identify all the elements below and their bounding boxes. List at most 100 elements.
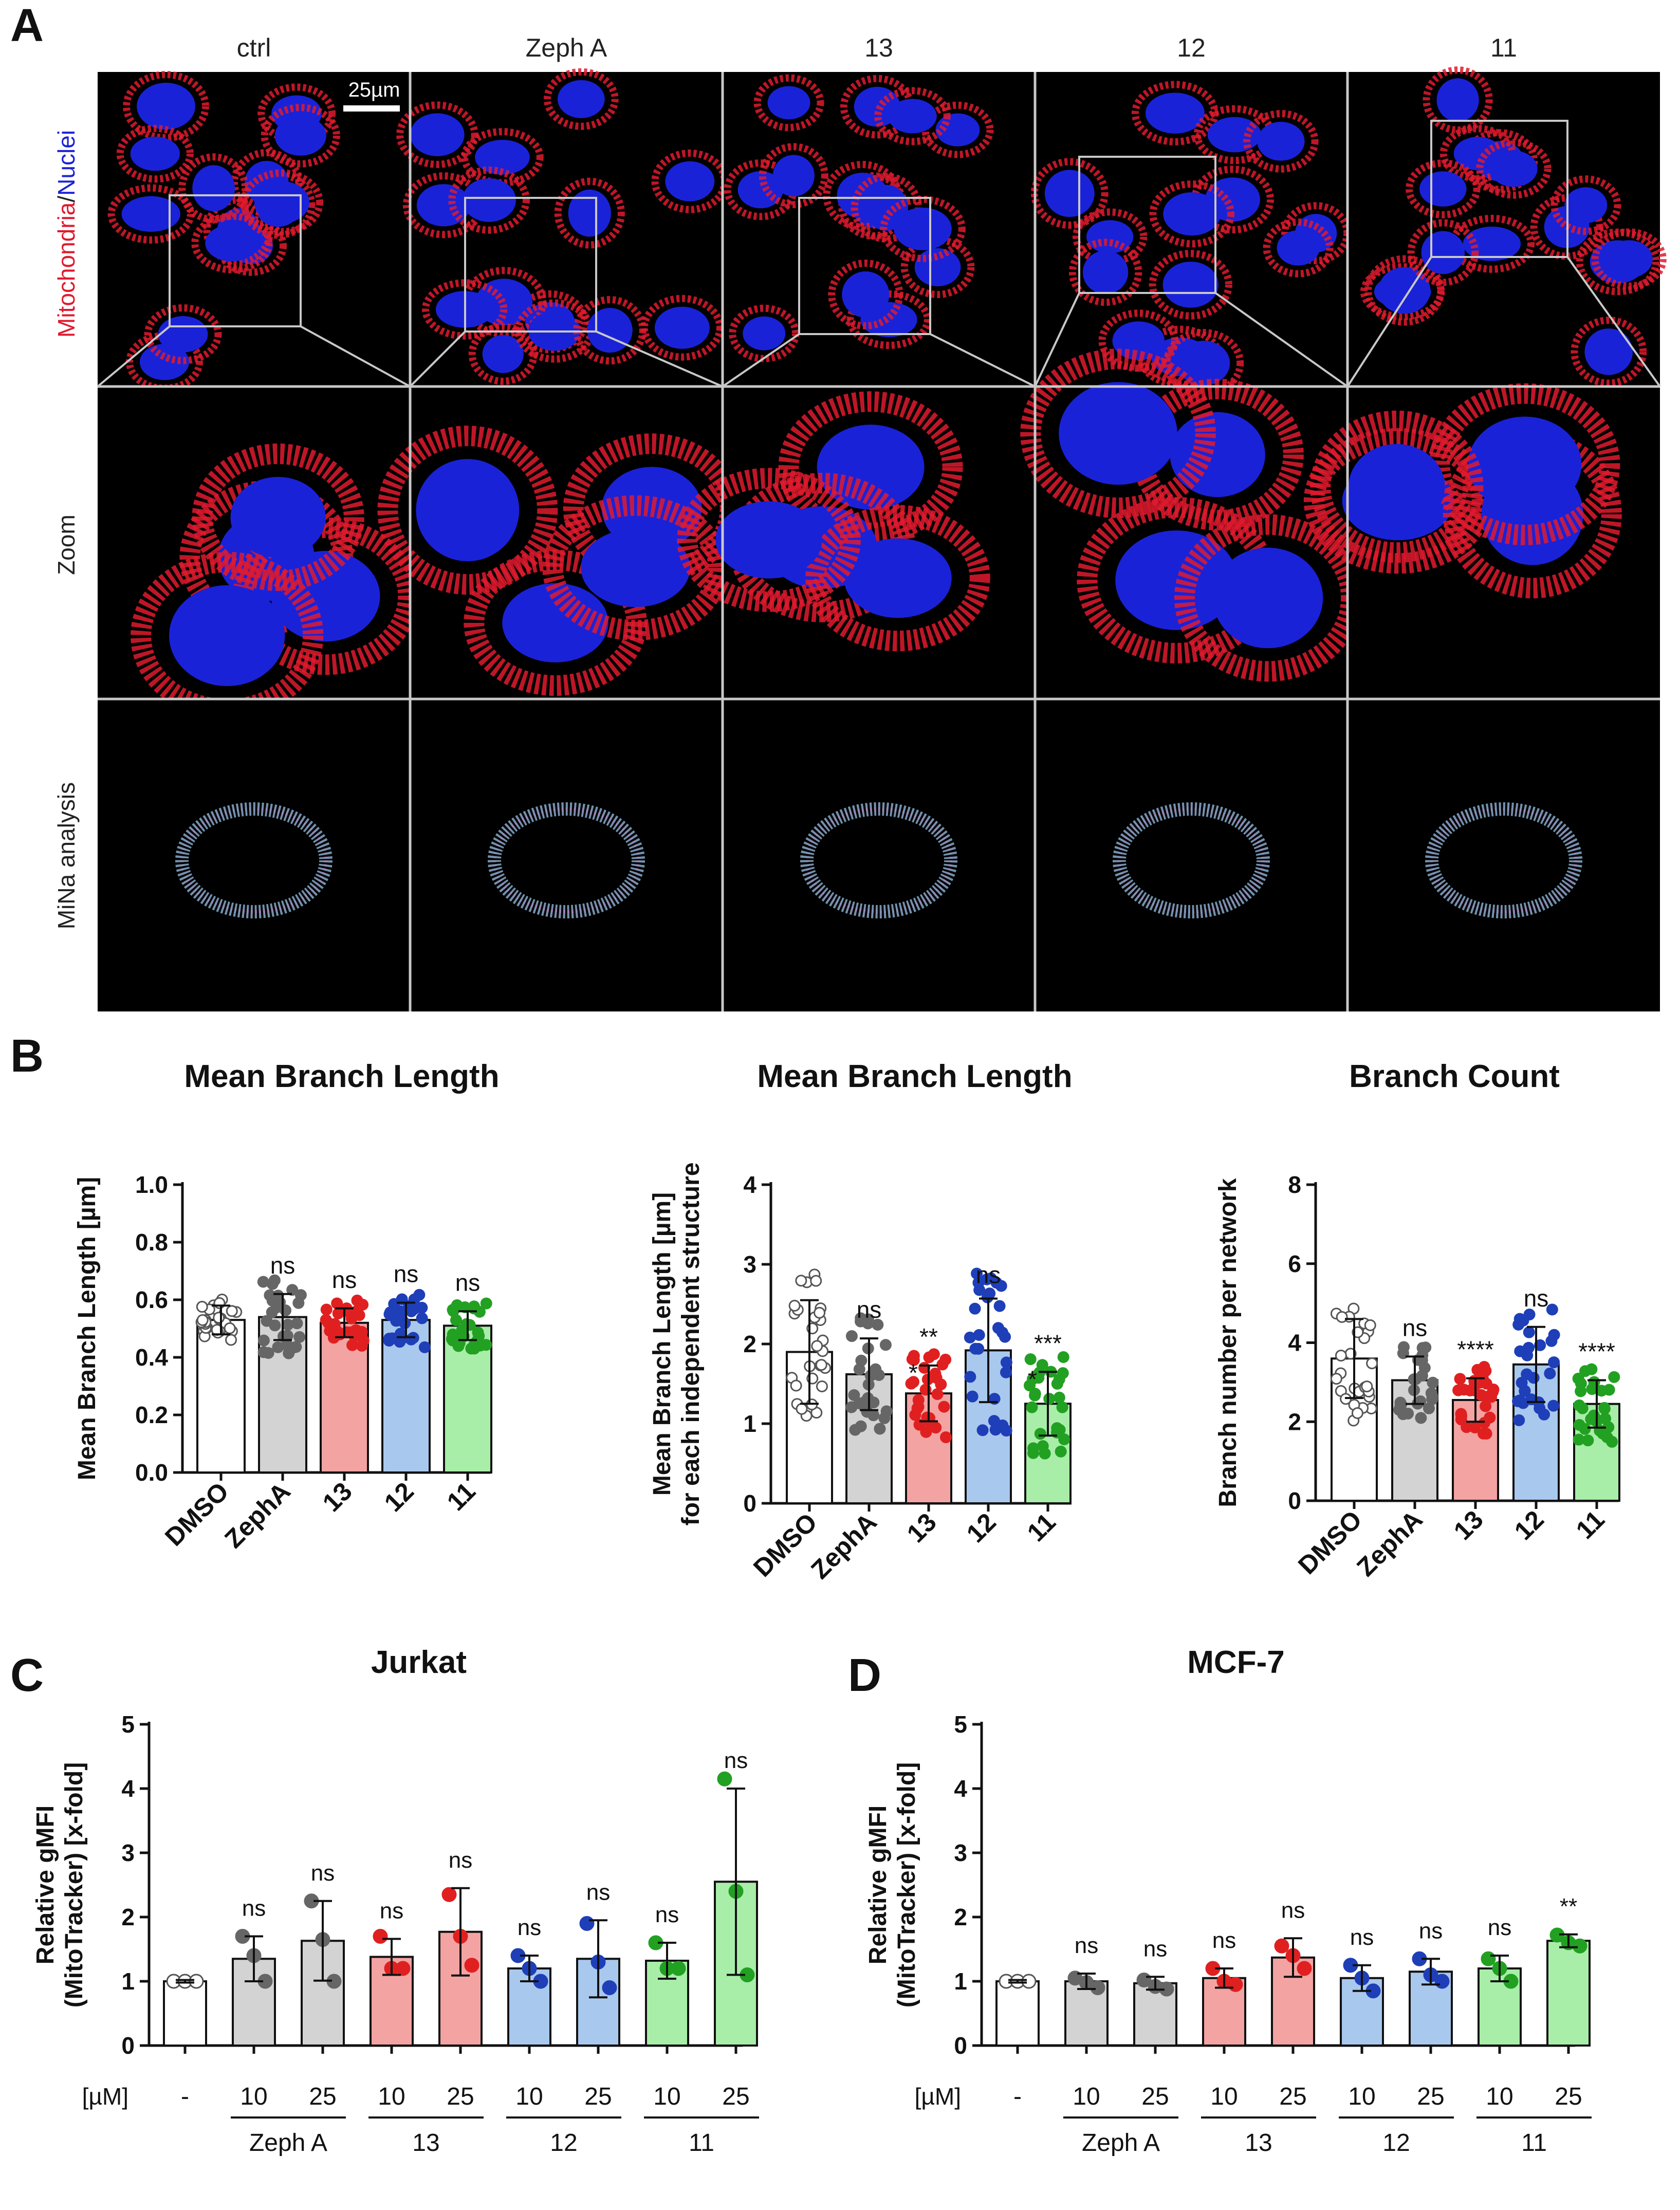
data-point (1043, 1393, 1056, 1405)
data-point (1478, 1360, 1490, 1373)
nucleus (1490, 151, 1538, 187)
data-point (920, 1426, 932, 1438)
nucleus (137, 83, 195, 130)
x-tick-label: 10 (1073, 2083, 1100, 2110)
y-tick-label: 5 (121, 1711, 135, 1738)
y-tick-label: 0.8 (135, 1229, 168, 1256)
error-bar (382, 1938, 401, 1976)
micrograph-background (1347, 699, 1660, 1011)
panel-letter-b: B (10, 1030, 44, 1082)
y-tick-label: 0.6 (135, 1286, 168, 1313)
mitochondria-ring (461, 128, 544, 187)
mitochondria-ring (261, 104, 340, 168)
error-bar (1345, 1318, 1363, 1399)
nucleus (1082, 250, 1129, 294)
zoom-line (930, 333, 1036, 388)
error-bar (520, 1955, 539, 1982)
data-point (1054, 1424, 1066, 1436)
zoom-box (1034, 156, 1349, 388)
significance-label: **** (1578, 1338, 1615, 1365)
nucleus (1145, 93, 1205, 134)
x-tick-label: - (181, 2083, 189, 2110)
data-point (796, 1403, 808, 1415)
data-point (1053, 1391, 1065, 1404)
zoom-box (1346, 120, 1661, 388)
error-bar (1421, 1958, 1440, 1986)
x-tick-label: - (1013, 2083, 1022, 2110)
mitochondria-ring (231, 149, 303, 217)
nucleus (139, 344, 189, 380)
x-tick-label: 10 (1486, 2083, 1513, 2110)
data-point (717, 1771, 732, 1787)
x-tick-label: 10 (1210, 2083, 1238, 2110)
mitochondria-ring (1149, 180, 1235, 248)
nucleus (1177, 341, 1230, 386)
mitochondria-ring (880, 195, 966, 262)
significance-label: ns (311, 1861, 335, 1886)
nucleus (475, 140, 530, 175)
data-point (964, 1371, 976, 1383)
significance-label: ns (1350, 1925, 1374, 1950)
mitochondria-ring (640, 294, 724, 361)
y-tick-label: 2 (121, 1904, 135, 1930)
bar-chart: Branch Count 0 2 4 6 8 Branch number per netwo… (1214, 1059, 1620, 1582)
zoom-line (1034, 292, 1080, 387)
significance-label: ns (455, 1269, 481, 1296)
data-point (383, 1335, 395, 1347)
data-point (1461, 1421, 1473, 1433)
mitochondria-ring (554, 177, 625, 249)
error-bar (1527, 1325, 1545, 1403)
x-tick-label: DMSO (1293, 1505, 1368, 1580)
data-point (1397, 1408, 1409, 1421)
x-tick-label: 10 (240, 2083, 267, 2110)
mitochondria-ring (123, 71, 209, 142)
nucleus (230, 476, 326, 558)
nucleus (274, 116, 326, 156)
data-point (795, 1275, 807, 1287)
significance-label: ns (518, 1915, 541, 1940)
data-point (845, 1330, 858, 1342)
data-point (1090, 1980, 1105, 1995)
y-axis-label: Mean Branch Length [µm] (649, 1192, 676, 1496)
data-point (1455, 1408, 1467, 1420)
error-bar (1039, 1371, 1057, 1437)
data-point (814, 1306, 826, 1319)
nucleus (482, 335, 524, 373)
micrograph-background (98, 699, 410, 1011)
nucleus (1564, 187, 1608, 224)
mitochondria-ring (1243, 110, 1319, 173)
data-point (996, 1419, 1009, 1431)
mina-skeleton-nodes (1118, 807, 1265, 913)
mitochondria-ring (107, 184, 194, 244)
significance-label: ** (1560, 1894, 1577, 1919)
data-point (929, 1367, 941, 1379)
nucleus (894, 207, 952, 250)
error-bar (397, 1301, 415, 1338)
mitochondria-ring (421, 279, 508, 340)
nucleus (1212, 547, 1323, 649)
significance-label: ns (394, 1261, 419, 1287)
data-point (1517, 1397, 1529, 1409)
data-point (1608, 1371, 1620, 1383)
stain-nuclei: Nuclei (53, 130, 80, 196)
nucleus (1421, 231, 1465, 274)
nucleus (1378, 267, 1431, 314)
data-point (1000, 1356, 1012, 1369)
data-point (938, 1401, 950, 1413)
x-tick-label: 25 (1417, 2083, 1444, 2110)
micrograph-tile (410, 699, 723, 1011)
micrograph-tile (1030, 72, 1351, 398)
data-point (816, 1380, 828, 1392)
data-point (1335, 1350, 1347, 1362)
data-point (1057, 1367, 1069, 1379)
mina-skeleton-nodes (493, 807, 640, 913)
data-point (1034, 1428, 1046, 1440)
mitochondria-ring (377, 426, 558, 595)
data-point (976, 1424, 989, 1436)
mitochondria-ring (461, 267, 547, 338)
data-point (405, 1333, 417, 1346)
x-tick-label: ZephA (805, 1507, 882, 1585)
x-tick-label: 25 (1279, 2083, 1306, 2110)
significance-label: ns (1419, 1918, 1443, 1943)
data-point (921, 1411, 933, 1424)
